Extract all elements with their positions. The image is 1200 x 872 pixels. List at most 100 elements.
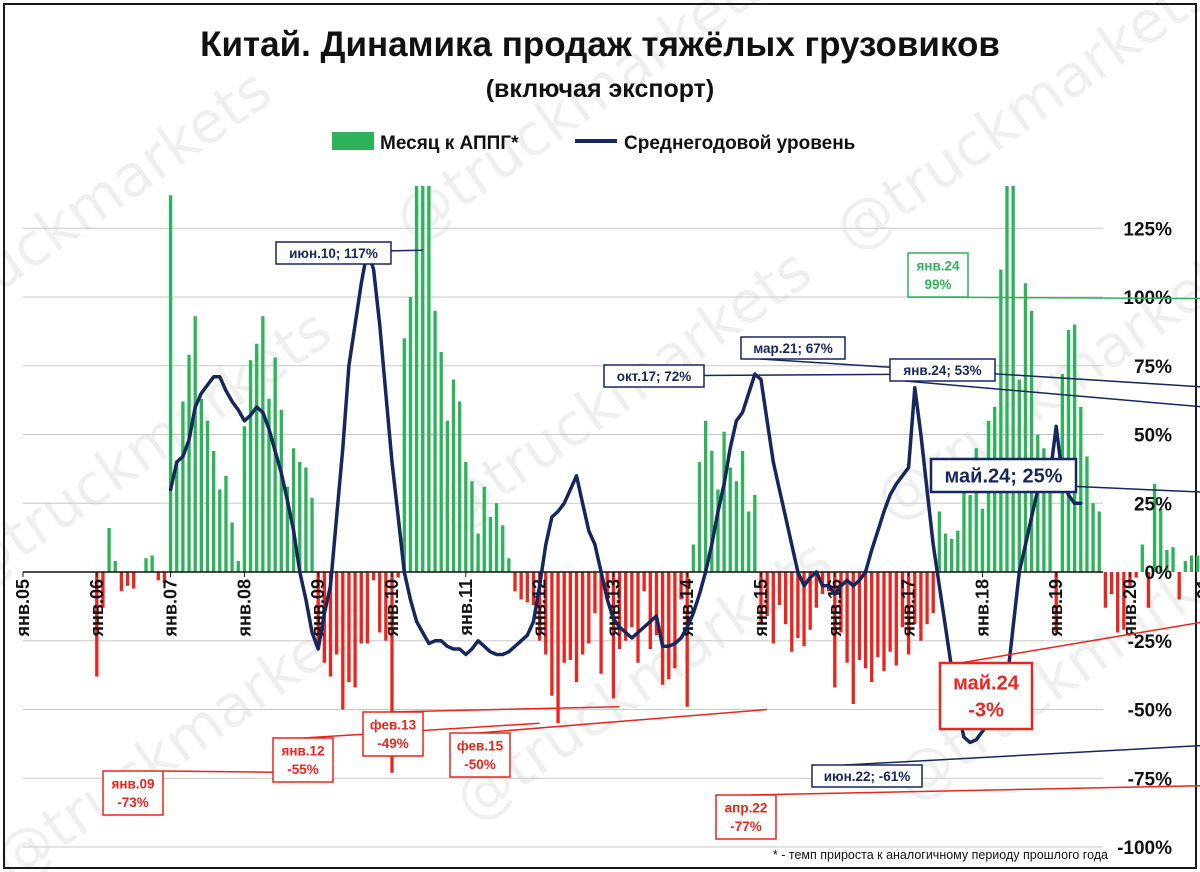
annotation: фев.15 -50%	[449, 708, 768, 778]
bar	[199, 398, 204, 572]
bar	[101, 572, 105, 608]
bar	[660, 572, 665, 685]
bar	[494, 503, 499, 572]
bar	[501, 525, 505, 572]
bar	[968, 495, 972, 572]
x-tick-label: янв.10	[382, 579, 402, 637]
bar	[956, 530, 960, 572]
annotation-label: янв.24	[916, 259, 960, 274]
bar	[1146, 572, 1151, 608]
bar	[913, 572, 917, 625]
bar	[341, 572, 345, 710]
bar	[919, 572, 923, 641]
bar	[648, 572, 652, 649]
bar	[205, 420, 210, 572]
bar	[1177, 572, 1181, 600]
bar	[433, 310, 437, 572]
bar	[421, 186, 425, 572]
bar	[808, 572, 812, 630]
bar	[414, 186, 419, 572]
bar	[544, 572, 548, 655]
annotation-box	[275, 241, 392, 265]
bar	[863, 572, 868, 669]
line-series	[168, 248, 1083, 745]
bar	[636, 572, 640, 663]
bar	[593, 572, 597, 614]
bar	[144, 558, 148, 572]
bar	[587, 572, 591, 644]
bar	[1103, 572, 1108, 608]
bar	[255, 343, 259, 572]
bar	[734, 481, 739, 572]
y-tick-label: -75%	[1128, 769, 1172, 790]
bar	[605, 572, 609, 600]
bar	[488, 517, 493, 572]
x-tick-label: янв.14	[677, 579, 697, 637]
bar	[230, 522, 234, 572]
annotation-box	[907, 252, 969, 298]
bar	[537, 572, 542, 641]
y-tick-label: 25%	[1134, 494, 1172, 515]
bar	[1097, 511, 1101, 572]
annotation: янв.24; 53%	[889, 358, 1200, 408]
watermark-text: @truckmarkets	[882, 505, 1200, 815]
bar	[900, 572, 905, 627]
axes: 125%100%75%50%25%0%-25%-50%-75%-100%янв.…	[13, 219, 1200, 859]
bar	[937, 511, 942, 572]
bar	[943, 533, 948, 572]
annotation-label: янв.24; 53%	[903, 363, 981, 378]
bar	[384, 572, 388, 641]
bar	[267, 398, 271, 572]
bar	[457, 401, 462, 572]
bar	[402, 338, 406, 572]
bar	[882, 572, 886, 671]
bar	[470, 481, 474, 572]
bar	[445, 420, 450, 572]
x-tick-label: янв.21	[1194, 579, 1200, 637]
annotation-label: окт.17; 72%	[617, 369, 691, 384]
annotation: май.24 -3%	[938, 621, 1200, 731]
bar	[783, 572, 788, 625]
x-tick-label: янв.05	[13, 579, 33, 637]
annotation-label: -3%	[968, 700, 1004, 722]
annotation: апр.22 -77%	[715, 784, 1200, 840]
y-tick-label: 0%	[1145, 563, 1173, 584]
annotation-box	[929, 457, 1078, 494]
bar	[833, 572, 837, 688]
y-tick-label: 125%	[1123, 219, 1172, 240]
annotation-label: мар.21; 67%	[753, 341, 833, 356]
bar	[703, 420, 708, 572]
bar	[1109, 572, 1114, 594]
y-tick-label: -50%	[1128, 701, 1172, 722]
legend-bar-swatch	[332, 132, 374, 150]
bar	[1036, 434, 1040, 572]
x-tick-label: янв.07	[161, 579, 181, 637]
bar	[845, 572, 849, 663]
bar	[790, 572, 794, 652]
bar	[242, 426, 247, 572]
bar	[691, 544, 696, 572]
bar	[906, 572, 911, 655]
bar	[162, 572, 167, 583]
legend-bar-label: Месяц к АППГ*	[380, 133, 519, 154]
bar	[1079, 407, 1083, 572]
bar	[980, 508, 985, 572]
annotation-box	[102, 770, 164, 816]
bar	[378, 572, 382, 633]
bar	[1183, 561, 1188, 572]
bar	[224, 475, 228, 572]
bar	[765, 572, 769, 616]
bar	[1189, 555, 1194, 572]
legend: Месяц к АППГ* Среднегодовой уровень	[332, 132, 855, 154]
annotation-label: янв.12	[281, 744, 324, 759]
watermark-text: @truckmarkets	[0, 55, 283, 365]
bar	[667, 572, 671, 680]
annotations: июн.10; 117% окт.17; 72% мар.21; 67% янв.24…	[102, 241, 1200, 840]
bar	[710, 451, 714, 572]
annotation-box	[272, 737, 334, 783]
annotation-label: июн.10; 117%	[289, 246, 378, 261]
footnote: * - темп прироста к аналогичному периоду…	[773, 848, 1108, 862]
bar	[261, 316, 265, 572]
bar	[95, 572, 99, 677]
bar	[285, 486, 290, 572]
